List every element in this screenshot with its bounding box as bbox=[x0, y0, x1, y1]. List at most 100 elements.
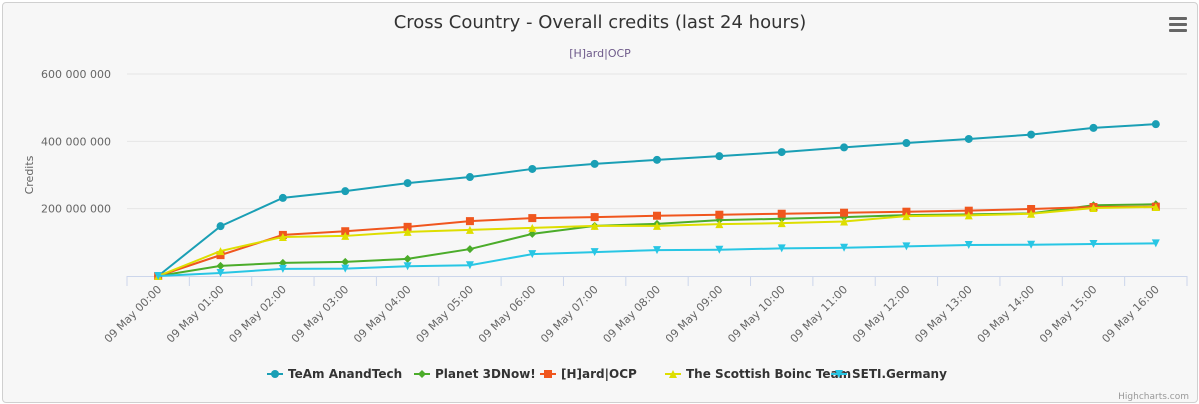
data-point bbox=[528, 214, 537, 223]
x-tick-label: 09 May 08:00 bbox=[601, 283, 664, 346]
data-point bbox=[216, 251, 225, 260]
data-point bbox=[590, 248, 599, 257]
x-tick-label: 09 May 11:00 bbox=[788, 283, 851, 346]
x-tick-label: 09 May 03:00 bbox=[289, 283, 352, 346]
legend-item[interactable]: [H]ard|OCP bbox=[561, 367, 637, 381]
data-point bbox=[840, 208, 849, 217]
data-point bbox=[465, 217, 474, 226]
data-point bbox=[154, 272, 163, 280]
y-axis-label: Credits bbox=[23, 155, 36, 194]
x-tick-label: 09 May 01:00 bbox=[164, 283, 227, 346]
data-point bbox=[902, 207, 911, 216]
data-point bbox=[278, 193, 287, 202]
data-point bbox=[465, 173, 474, 182]
legend-item[interactable]: SETI.Germany bbox=[852, 367, 947, 381]
data-point bbox=[590, 159, 599, 168]
credits-link[interactable]: Highcharts.com bbox=[1118, 392, 1189, 402]
data-point bbox=[777, 244, 786, 253]
data-point bbox=[403, 179, 412, 188]
data-point bbox=[1089, 123, 1098, 132]
data-point bbox=[715, 152, 724, 161]
data-point bbox=[278, 232, 287, 241]
legend-marker bbox=[669, 370, 677, 378]
x-tick-label: 09 May 15:00 bbox=[1037, 283, 1100, 346]
data-point bbox=[403, 227, 412, 236]
x-tick-label: 09 May 02:00 bbox=[226, 283, 289, 346]
x-tick-label: 09 May 12:00 bbox=[850, 283, 913, 346]
data-point bbox=[777, 148, 786, 157]
legend-marker bbox=[544, 370, 552, 378]
data-point bbox=[590, 221, 599, 230]
data-point bbox=[1089, 240, 1098, 249]
data-point bbox=[777, 219, 786, 228]
data-point bbox=[840, 217, 849, 226]
legend-item[interactable]: Planet 3DNow! bbox=[435, 367, 536, 381]
data-point bbox=[964, 211, 973, 220]
data-point bbox=[528, 164, 537, 173]
x-tick-label: 09 May 05:00 bbox=[414, 283, 477, 346]
x-tick-label: 09 May 07:00 bbox=[538, 283, 601, 346]
legend-item[interactable]: TeAm AnandTech bbox=[288, 367, 402, 381]
data-point bbox=[216, 268, 225, 277]
x-tick-label: 09 May 04:00 bbox=[351, 283, 414, 346]
data-point bbox=[216, 222, 225, 231]
data-point bbox=[1027, 240, 1036, 249]
legend-marker bbox=[271, 370, 279, 378]
data-point bbox=[278, 264, 287, 273]
x-tick-label: 09 May 13:00 bbox=[912, 283, 975, 346]
data-point bbox=[465, 245, 474, 254]
data-point bbox=[403, 222, 412, 231]
chart-subtitle: [H]ard|OCP bbox=[569, 47, 631, 60]
data-point bbox=[528, 229, 537, 238]
data-point bbox=[964, 206, 973, 215]
data-point bbox=[964, 134, 973, 143]
data-point bbox=[465, 225, 474, 234]
data-point bbox=[1027, 209, 1036, 218]
data-point bbox=[840, 143, 849, 152]
data-point bbox=[528, 223, 537, 232]
data-point bbox=[1151, 120, 1160, 129]
x-tick-label: 09 May 00:00 bbox=[102, 283, 165, 346]
data-point bbox=[653, 211, 661, 220]
data-point bbox=[715, 245, 724, 254]
data-point bbox=[341, 231, 350, 240]
data-point bbox=[715, 220, 724, 229]
data-point bbox=[653, 221, 661, 230]
hamburger-menu-icon[interactable] bbox=[1169, 17, 1187, 33]
data-point bbox=[1027, 205, 1036, 214]
data-point bbox=[777, 209, 786, 218]
data-point bbox=[216, 247, 225, 256]
data-point bbox=[465, 261, 474, 270]
data-point bbox=[341, 257, 350, 266]
data-point bbox=[341, 264, 350, 273]
y-tick-label: 600 000 000 bbox=[41, 68, 111, 81]
data-point bbox=[1027, 130, 1036, 139]
data-point bbox=[902, 212, 911, 221]
data-point bbox=[1151, 239, 1160, 248]
data-point bbox=[964, 241, 973, 250]
data-point bbox=[528, 250, 537, 259]
data-point bbox=[590, 213, 599, 222]
x-tick-label: 09 May 10:00 bbox=[725, 283, 788, 346]
data-point bbox=[278, 258, 287, 267]
data-point bbox=[1089, 203, 1098, 212]
data-point bbox=[902, 139, 911, 148]
x-tick-label: 09 May 16:00 bbox=[1099, 283, 1162, 346]
legend-marker bbox=[418, 370, 426, 378]
data-point bbox=[341, 227, 350, 236]
legend-item[interactable]: The Scottish Boinc Team bbox=[686, 367, 851, 381]
data-point bbox=[341, 187, 350, 196]
y-tick-label: 200 000 000 bbox=[41, 203, 111, 216]
data-point bbox=[653, 246, 661, 255]
chart-title: Cross Country - Overall credits (last 24… bbox=[394, 12, 807, 33]
data-point bbox=[216, 261, 225, 270]
y-tick-label: 400 000 000 bbox=[41, 135, 111, 148]
data-point bbox=[403, 262, 412, 271]
data-point bbox=[1151, 202, 1160, 211]
data-point bbox=[653, 155, 661, 164]
data-point bbox=[715, 210, 724, 219]
x-tick-label: 09 May 09:00 bbox=[663, 283, 726, 346]
x-tick-label: 09 May 06:00 bbox=[476, 283, 539, 346]
line-chart: Cross Country - Overall credits (last 24… bbox=[23, 12, 1189, 402]
